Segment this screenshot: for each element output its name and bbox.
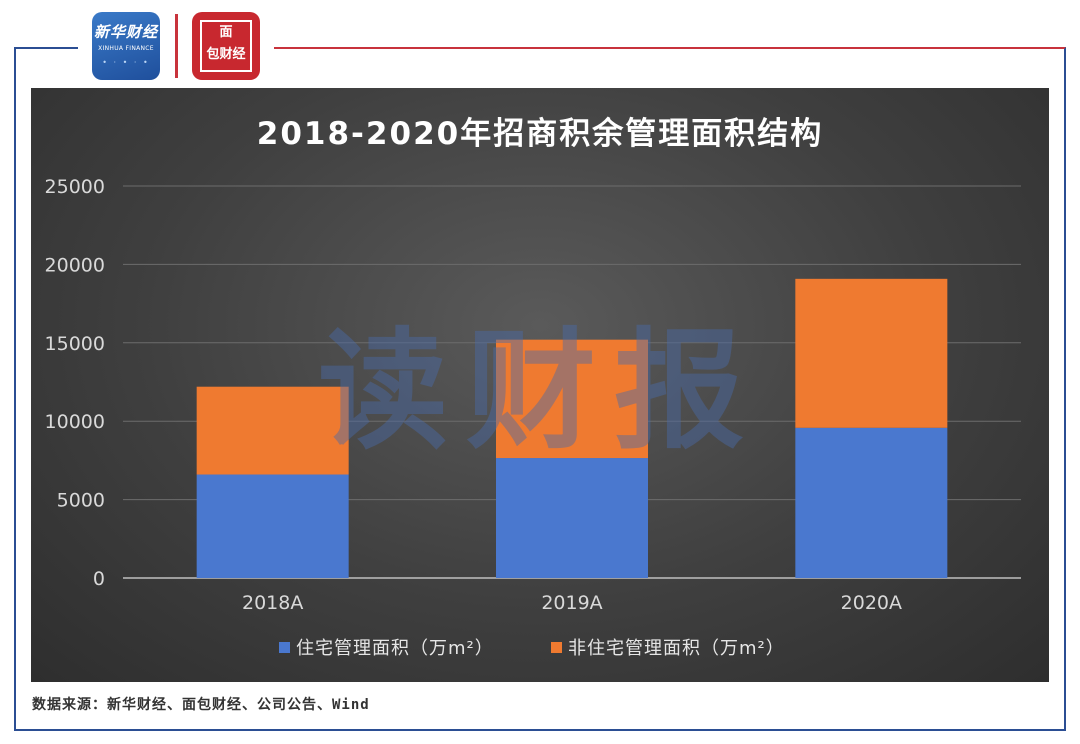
watermark: 读财报 <box>318 315 762 467</box>
bar-residential-2019A <box>496 458 648 578</box>
xinhua-logo-cn: 新华财经 <box>93 23 158 41</box>
axis-labels: 0 5000 10000 15000 20000 25000 2018A 2019A 2020A <box>45 176 902 614</box>
bar-non-residential-2018A <box>196 386 349 475</box>
xinhua-logo-en: XINHUA FINANCE <box>98 45 154 52</box>
y-tick-label: 15000 <box>45 333 105 355</box>
y-tick-label: 5000 <box>57 490 105 512</box>
xinhua-logo-dots-icon: • · • · • <box>102 58 150 67</box>
chart-area: 2018-2020年招商积余管理面积结构 读财报 0 5000 10000 15000… <box>31 88 1049 682</box>
frame-bottom <box>14 729 1066 731</box>
y-tick-label: 20000 <box>45 254 105 276</box>
legend-swatch-non-residential <box>551 642 562 653</box>
mianbao-finance-logo: 面 包财经 <box>192 12 260 80</box>
chart-title: 2018-2020年招商积余管理面积结构 <box>257 116 823 152</box>
mianbao-logo-bottom: 包财经 <box>206 47 246 62</box>
bar-residential-2020A <box>795 427 948 578</box>
x-tick-label: 2018A <box>242 592 303 614</box>
legend: 住宅管理面积（万m²） 非住宅管理面积（万m²） <box>279 638 785 659</box>
xinhua-finance-logo: 新华财经 XINHUA FINANCE • · • · • <box>92 12 160 80</box>
mianbao-logo-top: 面 <box>219 25 233 40</box>
stacked-bar-chart: 2018-2020年招商积余管理面积结构 读财报 0 5000 10000 15000… <box>45 116 1021 659</box>
mianbao-logo-frame: 面 包财经 <box>200 20 252 72</box>
y-tick-label: 25000 <box>45 176 105 198</box>
y-tick-label: 0 <box>93 568 105 590</box>
legend-label-residential: 住宅管理面积（万m²） <box>296 638 494 659</box>
source-note: 数据来源：新华财经、面包财经、公司公告、Wind <box>32 697 370 713</box>
logo-divider <box>175 14 178 78</box>
bar-non-residential-2020A <box>795 278 948 428</box>
legend-swatch-residential <box>279 642 290 653</box>
x-tick-label: 2019A <box>541 592 602 614</box>
y-tick-label: 10000 <box>45 411 105 433</box>
bar-residential-2018A <box>196 474 349 578</box>
bars <box>196 278 948 578</box>
bar-non-residential-2019A <box>496 339 648 459</box>
legend-label-non-residential: 非住宅管理面积（万m²） <box>568 638 785 659</box>
x-tick-label: 2020A <box>841 592 902 614</box>
